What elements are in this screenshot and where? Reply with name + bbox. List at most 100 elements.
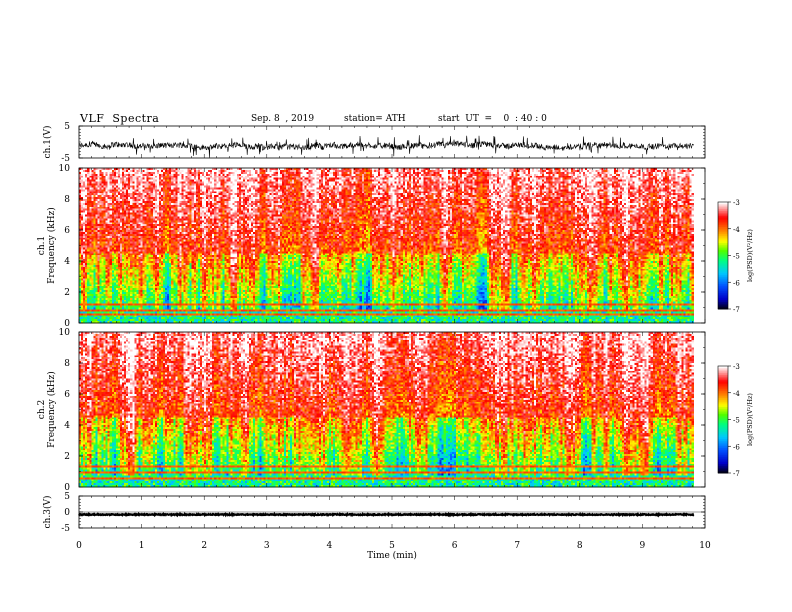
y-tick-label: 5 [64,492,70,502]
colorbar-segment [718,285,728,289]
colorbar-segment [718,267,728,271]
colorbar-segment [718,431,728,435]
colorbar-segment [718,294,728,298]
colorbar-tick-label: -6 [733,443,740,451]
y-tick-label: 6 [64,390,70,400]
colorbar-segment [718,276,728,280]
x-tick-label: 6 [452,541,458,551]
colorbar-segment [718,428,728,431]
colorbar-segment [718,462,728,465]
colorbar-segment [718,415,728,419]
colorbar-segment [718,448,728,451]
panel-ch1-waveform: 5 -5 ch.1(V) [42,122,706,164]
colorbar-tick-label: -4 [733,226,740,234]
y-axis-label: ch.1(V) [42,126,53,159]
x-tick-label: 4 [327,541,333,551]
colorbar-segment [718,471,728,474]
plot-frame [78,125,706,159]
colorbar-segment [718,394,728,397]
date-label: Sep. 8 , 2019 [251,114,314,124]
y-axis-label: ch.3(V) [42,496,53,529]
colorbar-segment [718,467,728,470]
colorbar-segment [718,385,728,388]
colorbar-segment [718,226,728,230]
y-tick-label: 8 [64,359,70,369]
colorbar-segment [718,396,728,399]
colorbar-tick-label: -3 [733,199,740,207]
colorbar-segment [718,280,728,283]
colorbar-segment [718,241,728,244]
colorbar-segment [718,366,728,369]
y-tick-label: 0 [64,319,70,329]
x-tick-label: 2 [201,541,207,551]
y-tick-label: -5 [61,524,70,534]
colorbar-segment [718,232,728,235]
y-tick-label: 0 [64,508,70,518]
colorbar-segment [718,419,728,422]
colorbar-segment [718,203,728,207]
y-tick-label: 4 [64,257,70,267]
colorbar-segment [718,205,728,208]
colorbar-segment [718,225,728,228]
colorbar-tick-label: -3 [733,363,740,371]
colorbar-segment [718,417,728,420]
colorbar-segment [718,218,728,221]
colorbar-segment [718,464,728,467]
colorbar-segment [718,403,728,406]
y-tick-label: 8 [64,195,70,205]
colorbar-segment [718,392,728,396]
colorbar-segment [718,264,728,267]
y-tick-label: -5 [61,154,70,164]
start-time-label: start UT = 0 : 40 : 0 [438,114,547,124]
colorbar-segment [718,244,728,248]
colorbar-segment [718,374,728,378]
y-axis-label: Frequency (kHz) [46,207,57,284]
colorbar-tick-label: -5 [733,417,740,425]
colorbar-segment [718,300,728,303]
colorbar-segment [718,223,728,226]
colorbar-segment [718,383,728,387]
x-tick-label: 7 [514,541,520,551]
colorbar-segment [718,273,728,276]
colorbar-segment [718,237,728,240]
colorbar-segment [718,291,728,294]
colorbar-segment [718,228,728,232]
y-tick-label: 10 [59,164,71,174]
colorbar-segment [718,221,728,224]
y-tick-label: 6 [64,226,70,236]
colorbar-segment [718,458,728,462]
colorbar-segment [718,405,728,408]
x-tick-label: 10 [699,541,711,551]
spectrogram-cells [79,168,695,324]
panel-ch3-waveform: 5 0 -5 ch.3(V) [42,492,706,534]
colorbar-segment [718,214,728,217]
colorbar-segment [718,446,728,449]
x-axis: 0 1 2 3 4 5 6 7 8 9 10 Time (min) [76,541,711,561]
colorbar-segment [718,266,728,269]
colorbar-segment [718,307,728,310]
colorbar-segment [718,430,728,433]
colorbar-segment [718,376,728,379]
colorbar-segment [718,271,728,274]
x-axis-label: Time (min) [367,550,417,561]
colorbar-segment [718,401,728,404]
colorbar-segment [718,469,728,472]
x-tick-label: 0 [76,541,82,551]
y-axis-label: ch.1 [37,236,47,255]
colorbar-segment [718,251,728,255]
colorbar-label: log(PSD)(V²/Hz) [746,229,754,282]
colorbar-segment [718,451,728,454]
panel-ch1-spectrogram: 0 2 4 6 8 10 ch.1 Frequency (kHz) [37,164,706,329]
colorbar-segment [718,275,728,278]
colorbar-segment [718,373,728,376]
colorbar-segment [718,382,728,385]
colorbar-segment [718,437,728,440]
colorbar-segment [718,440,728,444]
x-tick-label: 8 [577,541,583,551]
colorbar-segment [718,460,728,463]
colorbar-segment [718,298,728,301]
colorbar-segment [718,371,728,374]
colorbar-segment [718,305,728,308]
colorbar-segment [718,303,728,306]
colorbar-segment [718,407,728,410]
